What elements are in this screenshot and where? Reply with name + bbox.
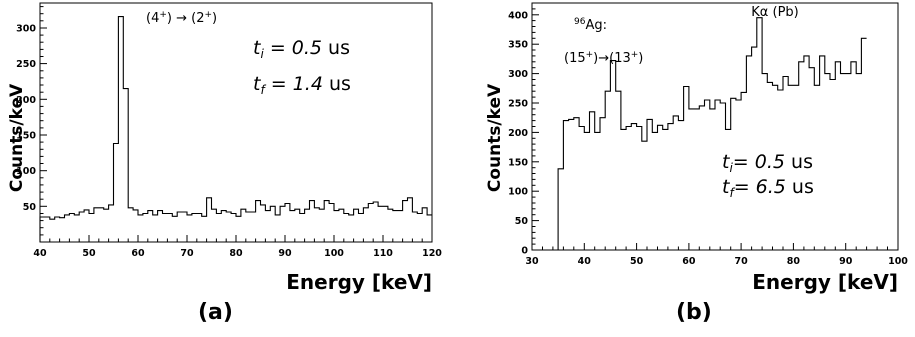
y-axis-ticks-b: 0 50 100 150 200 250 300 350 400 bbox=[508, 2, 539, 257]
y-tick-label: 100 bbox=[16, 166, 36, 177]
x-tick-label: 50 bbox=[82, 248, 96, 259]
y-tick-label: 100 bbox=[508, 187, 528, 198]
x-tick-label: 60 bbox=[682, 256, 696, 267]
x-tick-label: 90 bbox=[278, 248, 292, 259]
y-tick-label: 250 bbox=[16, 59, 36, 70]
y-tick-label: 50 bbox=[23, 202, 37, 213]
plot-frame-a bbox=[39, 2, 433, 243]
t-initial-label-b: ti= 0.5 us bbox=[722, 151, 813, 175]
panel-label-b: (b) bbox=[676, 300, 712, 325]
t-final-label-a: tf = 1.4 us bbox=[253, 73, 351, 97]
x-tick-label: 40 bbox=[578, 256, 592, 267]
y-tick-label: 350 bbox=[508, 40, 528, 51]
x-axis-label-b: Energy [keV] bbox=[752, 270, 898, 294]
y-tick-label: 250 bbox=[508, 99, 528, 110]
x-tick-label: 80 bbox=[787, 256, 801, 267]
x-tick-label: 70 bbox=[180, 248, 194, 259]
x-tick-label: 90 bbox=[839, 256, 853, 267]
t-initial-label-a: ti = 0.5 us bbox=[253, 37, 350, 61]
y-tick-label: 0 bbox=[521, 246, 528, 257]
histogram-line-b bbox=[557, 17, 867, 250]
y-tick-label: 200 bbox=[508, 128, 528, 139]
y-tick-label: 300 bbox=[16, 24, 36, 35]
y-tick-label: 300 bbox=[508, 69, 528, 80]
x-axis-ticks-b: 30 40 50 60 70 80 90 100 bbox=[525, 243, 908, 267]
panel-label-a: (a) bbox=[198, 300, 233, 325]
x-tick-label: 70 bbox=[734, 256, 748, 267]
x-tick-label: 60 bbox=[131, 248, 145, 259]
plot-frame-b bbox=[531, 2, 899, 251]
kalpha-pb-label: Kα (Pb) bbox=[751, 5, 798, 20]
x-tick-label: 120 bbox=[422, 248, 442, 259]
y-axis-ticks-a: 50 100 150 200 250 300 bbox=[16, 6, 47, 243]
x-tick-label: 50 bbox=[630, 256, 644, 267]
x-tick-label: 110 bbox=[373, 248, 393, 259]
x-tick-label: 100 bbox=[888, 256, 908, 267]
histogram-line-a bbox=[39, 16, 432, 242]
y-tick-label: 50 bbox=[515, 216, 529, 227]
y-axis-label-b: Counts/keV bbox=[485, 83, 505, 192]
y-tick-label: 200 bbox=[16, 95, 36, 106]
y-tick-label: 150 bbox=[16, 131, 36, 142]
chart-panel-a: Counts/keV Energy [keV] (4+) → (2+) ti =… bbox=[7, 2, 442, 294]
chart-panel-b: Counts/keV Energy [keV] 96Ag: (15+)→(13+… bbox=[485, 2, 908, 294]
x-tick-label: 30 bbox=[525, 256, 539, 267]
x-axis-label-a: Energy [keV] bbox=[286, 270, 432, 294]
y-tick-label: 400 bbox=[508, 10, 528, 21]
ag96-label: 96Ag: bbox=[574, 17, 607, 33]
x-tick-label: 80 bbox=[229, 248, 243, 259]
y-tick-label: 150 bbox=[508, 157, 528, 168]
x-tick-label: 40 bbox=[33, 248, 47, 259]
t-final-label-b: tf= 6.5 us bbox=[722, 176, 814, 200]
y-axis-label-a: Counts/keV bbox=[7, 83, 27, 192]
transition-label-b: (15+)→(13+) bbox=[564, 50, 643, 66]
peak-annotation-a: (4+) → (2+) bbox=[146, 10, 217, 26]
x-axis-ticks-a: 40 50 60 70 80 90 100 110 120 bbox=[33, 235, 442, 259]
x-tick-label: 100 bbox=[324, 248, 344, 259]
